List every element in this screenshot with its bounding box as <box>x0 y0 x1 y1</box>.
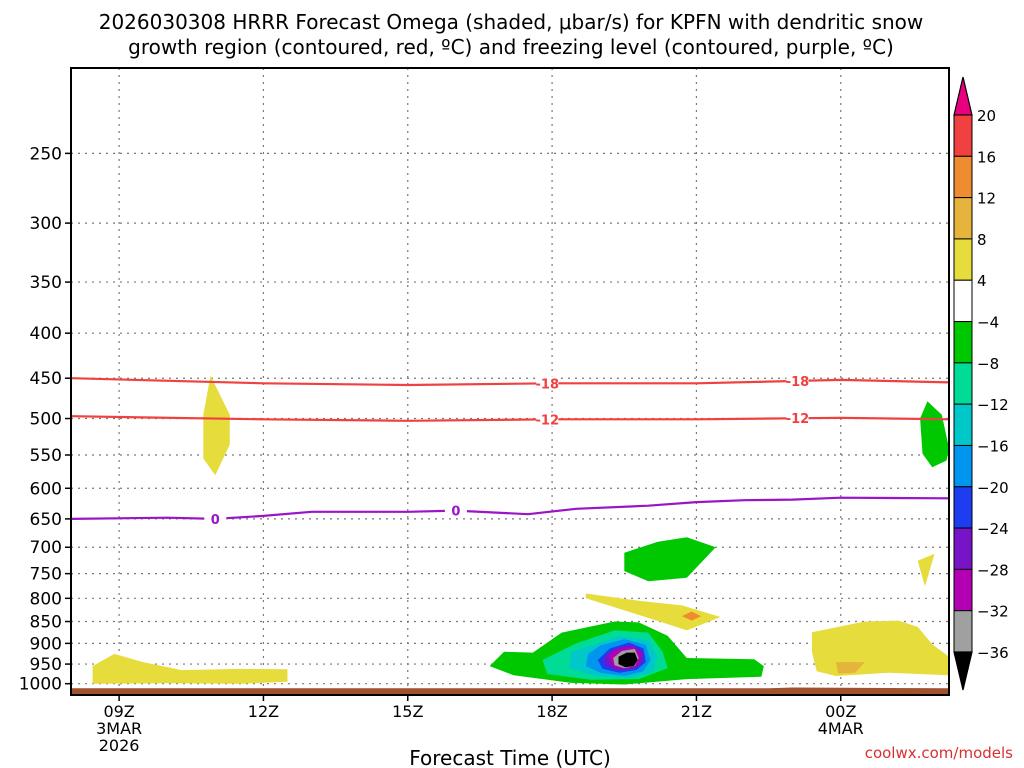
omega-region <box>585 593 721 631</box>
contour-label: -12 <box>786 412 810 427</box>
legend-bin <box>953 362 973 405</box>
y-tick-label: 950 <box>30 655 62 675</box>
y-tick-label: 400 <box>30 324 62 344</box>
legend-bin <box>953 279 973 323</box>
omega-region <box>811 620 949 676</box>
legend-label: −8 <box>977 355 999 373</box>
chart-title-line-1: 2026030308 HRRR Forecast Omega (shaded, … <box>99 10 924 34</box>
contour-label-bg <box>786 373 809 388</box>
omega-region <box>624 537 716 582</box>
y-tick-label: 850 <box>30 613 62 633</box>
y-tick-label: 900 <box>30 634 62 654</box>
legend-bin <box>953 651 973 691</box>
y-tick-label: 750 <box>30 565 62 585</box>
legend-bin <box>953 238 973 281</box>
plot-frame <box>70 67 950 696</box>
legend-label: −4 <box>977 314 999 332</box>
credit-text: coolwx.com/models <box>865 744 1013 762</box>
legend-bin <box>953 568 973 612</box>
x-tick-label: 3MAR <box>96 719 142 738</box>
contour-label: -18 <box>786 375 810 390</box>
y-tick-label: 650 <box>30 510 62 530</box>
legend-label: 20 <box>977 107 996 125</box>
y-tick-label: 500 <box>30 410 62 430</box>
legend-label: −16 <box>977 437 1009 455</box>
y-tick-label: 300 <box>30 214 62 234</box>
x-tick-label: 15Z <box>392 702 423 721</box>
x-tick-label: 09Z <box>103 702 134 721</box>
legend-bin <box>953 527 973 570</box>
contour-label-bg <box>204 511 227 526</box>
legend-label: −24 <box>977 520 1009 538</box>
contour-line <box>71 415 949 422</box>
y-tick-label: 350 <box>30 273 62 293</box>
x-tick-label: 12Z <box>248 702 279 721</box>
x-tick-label: 00Z <box>825 702 856 721</box>
y-tick-label: 800 <box>30 589 62 609</box>
omega-region <box>682 611 702 621</box>
y-tick-label: 700 <box>30 538 62 558</box>
terrain-fill <box>71 687 949 695</box>
legend-bin <box>953 610 973 653</box>
legend-bin <box>953 486 973 529</box>
legend-bin <box>953 403 973 446</box>
y-tick-label: 600 <box>30 479 62 499</box>
legend-label: 16 <box>977 148 996 166</box>
legend-label: −36 <box>977 644 1009 662</box>
legend-bin <box>953 155 973 199</box>
contour-label: 0 <box>211 513 220 528</box>
x-tick-label: 18Z <box>536 702 567 721</box>
x-tick-label: 4MAR <box>818 719 864 738</box>
contour-line <box>71 377 949 387</box>
legend-label: 4 <box>977 272 987 290</box>
legend-label: −20 <box>977 479 1009 497</box>
y-tick-label: 250 <box>30 144 62 164</box>
legend-label: −28 <box>977 561 1009 579</box>
terrain <box>71 687 949 695</box>
x-axis-label: Forecast Time (UTC) <box>409 746 611 768</box>
omega-region <box>618 652 638 668</box>
contour-label-bg <box>536 376 559 391</box>
legend-bin <box>953 114 973 157</box>
y-axis: 2503003504004505005506006507007508008509… <box>19 144 71 695</box>
contour-label-bg <box>786 411 809 426</box>
y-tick-label: 1000 <box>19 675 62 695</box>
contour-label: -12 <box>536 413 560 428</box>
y-tick-label: 550 <box>30 446 62 466</box>
legend-bin <box>953 76 973 116</box>
omega-region <box>920 401 949 468</box>
contour-label-bg <box>444 503 467 518</box>
contour-label: -18 <box>536 377 560 392</box>
legend-label: 8 <box>977 231 987 249</box>
omega-region <box>917 553 935 587</box>
chart-title-line-2: growth region (contoured, red, ºC) and f… <box>128 35 894 59</box>
y-tick-label: 450 <box>30 369 62 389</box>
legend-bin <box>953 444 973 488</box>
legend-label: −32 <box>977 603 1009 621</box>
legend-bin <box>953 321 973 364</box>
omega-region <box>92 653 288 684</box>
legend-label: 12 <box>977 190 996 208</box>
x-tick-label: 21Z <box>681 702 712 721</box>
omega-region <box>203 375 230 476</box>
omega-region <box>835 662 865 674</box>
legend-label: −12 <box>977 396 1009 414</box>
temperature-contours: -18 -18 -12 -12 0 0 <box>71 373 949 528</box>
contour-label: 0 <box>451 505 460 520</box>
x-tick-label: 2026 <box>99 736 140 755</box>
omega-shading <box>92 375 949 685</box>
legend-bin <box>953 197 973 240</box>
color-legend: 20 16 12 8 4 −4 −8 −12 −16 −20 −24 −28 −32 −36 <box>953 76 1009 691</box>
contour-label-bg <box>536 412 559 427</box>
contour-line <box>71 496 949 521</box>
